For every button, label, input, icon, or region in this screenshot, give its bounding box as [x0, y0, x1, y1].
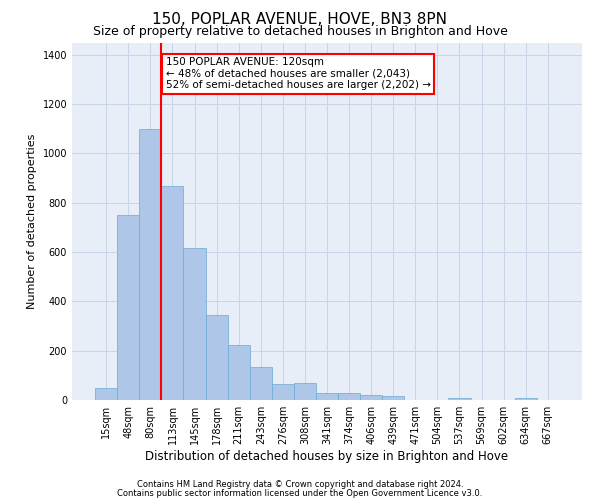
- Bar: [139, 129, 161, 400]
- Bar: [227, 344, 250, 400]
- Bar: [250, 366, 272, 400]
- Bar: [338, 392, 360, 400]
- Bar: [360, 395, 382, 400]
- X-axis label: Distribution of detached houses by size in Brighton and Hove: Distribution of detached houses by size …: [145, 450, 509, 463]
- Bar: [206, 315, 227, 400]
- Bar: [184, 248, 206, 400]
- Text: 150, POPLAR AVENUE, HOVE, BN3 8PN: 150, POPLAR AVENUE, HOVE, BN3 8PN: [152, 12, 448, 26]
- Text: Size of property relative to detached houses in Brighton and Hove: Size of property relative to detached ho…: [92, 25, 508, 38]
- Bar: [161, 186, 184, 400]
- Bar: [117, 215, 139, 400]
- Bar: [448, 398, 470, 400]
- Text: 150 POPLAR AVENUE: 120sqm
← 48% of detached houses are smaller (2,043)
52% of se: 150 POPLAR AVENUE: 120sqm ← 48% of detac…: [166, 58, 431, 90]
- Bar: [316, 392, 338, 400]
- Bar: [294, 382, 316, 400]
- Text: Contains HM Land Registry data © Crown copyright and database right 2024.: Contains HM Land Registry data © Crown c…: [137, 480, 463, 489]
- Bar: [95, 388, 117, 400]
- Bar: [515, 398, 537, 400]
- Y-axis label: Number of detached properties: Number of detached properties: [27, 134, 37, 309]
- Bar: [272, 384, 294, 400]
- Text: Contains public sector information licensed under the Open Government Licence v3: Contains public sector information licen…: [118, 488, 482, 498]
- Bar: [382, 396, 404, 400]
